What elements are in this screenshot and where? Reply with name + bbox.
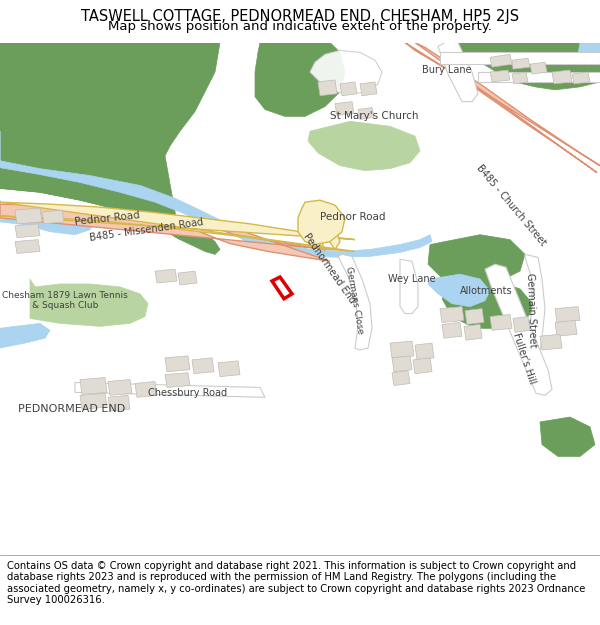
Polygon shape: [318, 80, 337, 96]
Text: Map shows position and indicative extent of the property.: Map shows position and indicative extent…: [108, 20, 492, 33]
Polygon shape: [178, 271, 197, 285]
Polygon shape: [513, 316, 530, 332]
Polygon shape: [0, 131, 310, 254]
Polygon shape: [512, 72, 528, 84]
Polygon shape: [440, 52, 600, 64]
Polygon shape: [430, 42, 600, 90]
Polygon shape: [572, 72, 590, 84]
Polygon shape: [555, 321, 577, 336]
Polygon shape: [15, 239, 40, 253]
Polygon shape: [555, 307, 580, 322]
Text: Germain Street: Germain Street: [525, 273, 537, 348]
Polygon shape: [108, 396, 130, 411]
Polygon shape: [255, 42, 345, 116]
Polygon shape: [490, 70, 510, 82]
Polygon shape: [42, 210, 64, 224]
Polygon shape: [360, 82, 377, 96]
Polygon shape: [442, 322, 462, 338]
Polygon shape: [465, 309, 484, 324]
Polygon shape: [512, 58, 530, 69]
Text: Chesham 1879 Lawn Tennis
& Squash Club: Chesham 1879 Lawn Tennis & Squash Club: [2, 291, 128, 311]
Polygon shape: [478, 72, 600, 82]
Polygon shape: [358, 107, 374, 119]
Polygon shape: [464, 324, 482, 340]
Polygon shape: [155, 269, 177, 283]
Polygon shape: [300, 205, 340, 251]
Polygon shape: [442, 279, 535, 328]
Polygon shape: [298, 200, 345, 244]
Text: Allotments: Allotments: [460, 286, 512, 296]
Polygon shape: [490, 54, 512, 67]
Polygon shape: [80, 378, 107, 394]
Text: Bury Lane: Bury Lane: [422, 65, 472, 75]
Polygon shape: [0, 202, 355, 251]
Polygon shape: [75, 382, 265, 398]
Polygon shape: [165, 356, 190, 372]
Polygon shape: [15, 224, 40, 238]
Polygon shape: [0, 42, 220, 254]
Polygon shape: [552, 70, 572, 84]
Text: Wey Lane: Wey Lane: [388, 274, 436, 284]
Text: Pednormead End: Pednormead End: [301, 232, 357, 306]
Polygon shape: [540, 334, 562, 350]
Text: Germans Close: Germans Close: [344, 266, 364, 335]
Text: PEDNORMEAD END: PEDNORMEAD END: [18, 404, 125, 414]
Text: Chessbury Road: Chessbury Road: [148, 388, 227, 398]
Polygon shape: [428, 234, 525, 287]
Polygon shape: [530, 62, 547, 74]
Polygon shape: [15, 208, 42, 224]
Text: St Mary's Church: St Mary's Church: [330, 111, 419, 121]
Polygon shape: [0, 200, 95, 234]
Polygon shape: [438, 42, 478, 102]
Polygon shape: [335, 102, 354, 116]
Polygon shape: [540, 417, 595, 456]
Polygon shape: [218, 361, 240, 377]
Polygon shape: [192, 358, 214, 374]
Polygon shape: [0, 204, 330, 261]
Polygon shape: [485, 264, 552, 396]
Polygon shape: [30, 279, 148, 326]
Text: Pednor Road: Pednor Road: [74, 210, 140, 227]
Polygon shape: [0, 323, 50, 348]
Polygon shape: [415, 343, 434, 360]
Text: TASWELL COTTAGE, PEDNORMEAD END, CHESHAM, HP5 2JS: TASWELL COTTAGE, PEDNORMEAD END, CHESHAM…: [81, 9, 519, 24]
Text: B485 - Missenden Road: B485 - Missenden Road: [89, 217, 205, 242]
Text: Contains OS data © Crown copyright and database right 2021. This information is : Contains OS data © Crown copyright and d…: [7, 561, 586, 606]
Polygon shape: [525, 254, 545, 365]
Text: Pednor Road: Pednor Road: [320, 212, 386, 222]
Polygon shape: [392, 356, 412, 372]
Polygon shape: [80, 393, 107, 409]
Polygon shape: [413, 358, 432, 374]
Polygon shape: [308, 121, 420, 171]
Polygon shape: [135, 381, 157, 398]
Polygon shape: [428, 274, 490, 307]
Text: Fuller's Hill: Fuller's Hill: [511, 332, 537, 386]
Polygon shape: [0, 42, 220, 239]
Polygon shape: [490, 314, 512, 330]
Polygon shape: [310, 51, 382, 94]
Polygon shape: [392, 371, 410, 386]
Polygon shape: [108, 379, 132, 396]
Polygon shape: [440, 307, 464, 322]
Polygon shape: [278, 234, 432, 258]
Polygon shape: [338, 254, 372, 350]
Polygon shape: [400, 259, 418, 314]
Polygon shape: [165, 372, 190, 388]
Text: B485 - Church Street: B485 - Church Street: [474, 162, 548, 248]
Polygon shape: [390, 341, 414, 358]
Polygon shape: [405, 42, 600, 172]
Polygon shape: [340, 82, 357, 96]
Polygon shape: [578, 42, 600, 64]
